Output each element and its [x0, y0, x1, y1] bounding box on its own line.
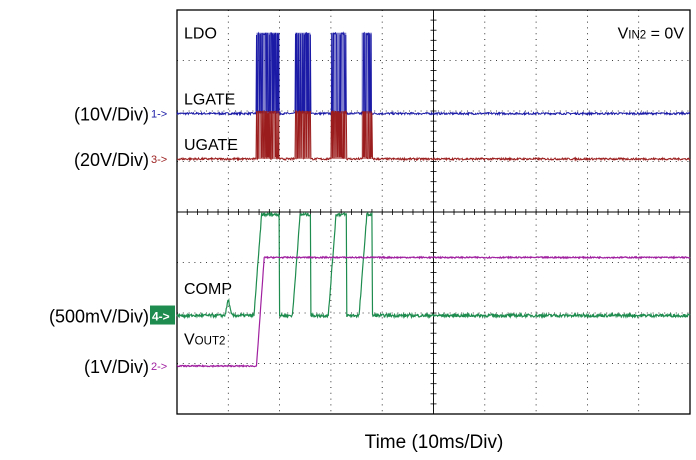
- comp-trace: [176, 211, 691, 320]
- plot-grid: [176, 9, 691, 415]
- trace-layer: [176, 31, 691, 368]
- channel-marker: 3->: [151, 154, 167, 166]
- lgate-burst: [330, 32, 347, 114]
- channel-4-marker-box: [150, 305, 175, 325]
- channel-scale-label: (1V/Div): [84, 357, 149, 377]
- trace-label-comp: COMP: [184, 281, 232, 298]
- channel-scale-label: (10V/Div): [74, 105, 149, 125]
- lgate-trace: [176, 31, 691, 117]
- channel-scale-label: (500mV/Div): [49, 307, 149, 327]
- trace-label-vout2: VOUT2: [184, 331, 225, 348]
- x-axis-label: Time (10ms/Div): [365, 432, 504, 453]
- label-layer: LDO LGATE UGATE COMP VOUT2 VIN2 = 0V (10V/Div)…: [49, 26, 684, 377]
- condition-label: VIN2 = 0V: [618, 26, 685, 43]
- trace-label-ugate: UGATE: [184, 137, 238, 154]
- channel-marker: 2->: [151, 361, 167, 373]
- vout2-trace: [176, 255, 691, 368]
- trace-label-lgate: LGATE: [184, 91, 235, 108]
- trace-label-ldo: LDO: [184, 26, 217, 43]
- ugate-trace: [176, 109, 691, 162]
- lgate-burst: [361, 32, 372, 114]
- ugate-burst: [361, 111, 372, 159]
- channel-marker: 1->: [151, 109, 167, 121]
- channel-scale-label: (20V/Div): [74, 150, 149, 170]
- channel-marker: 4->: [152, 310, 170, 324]
